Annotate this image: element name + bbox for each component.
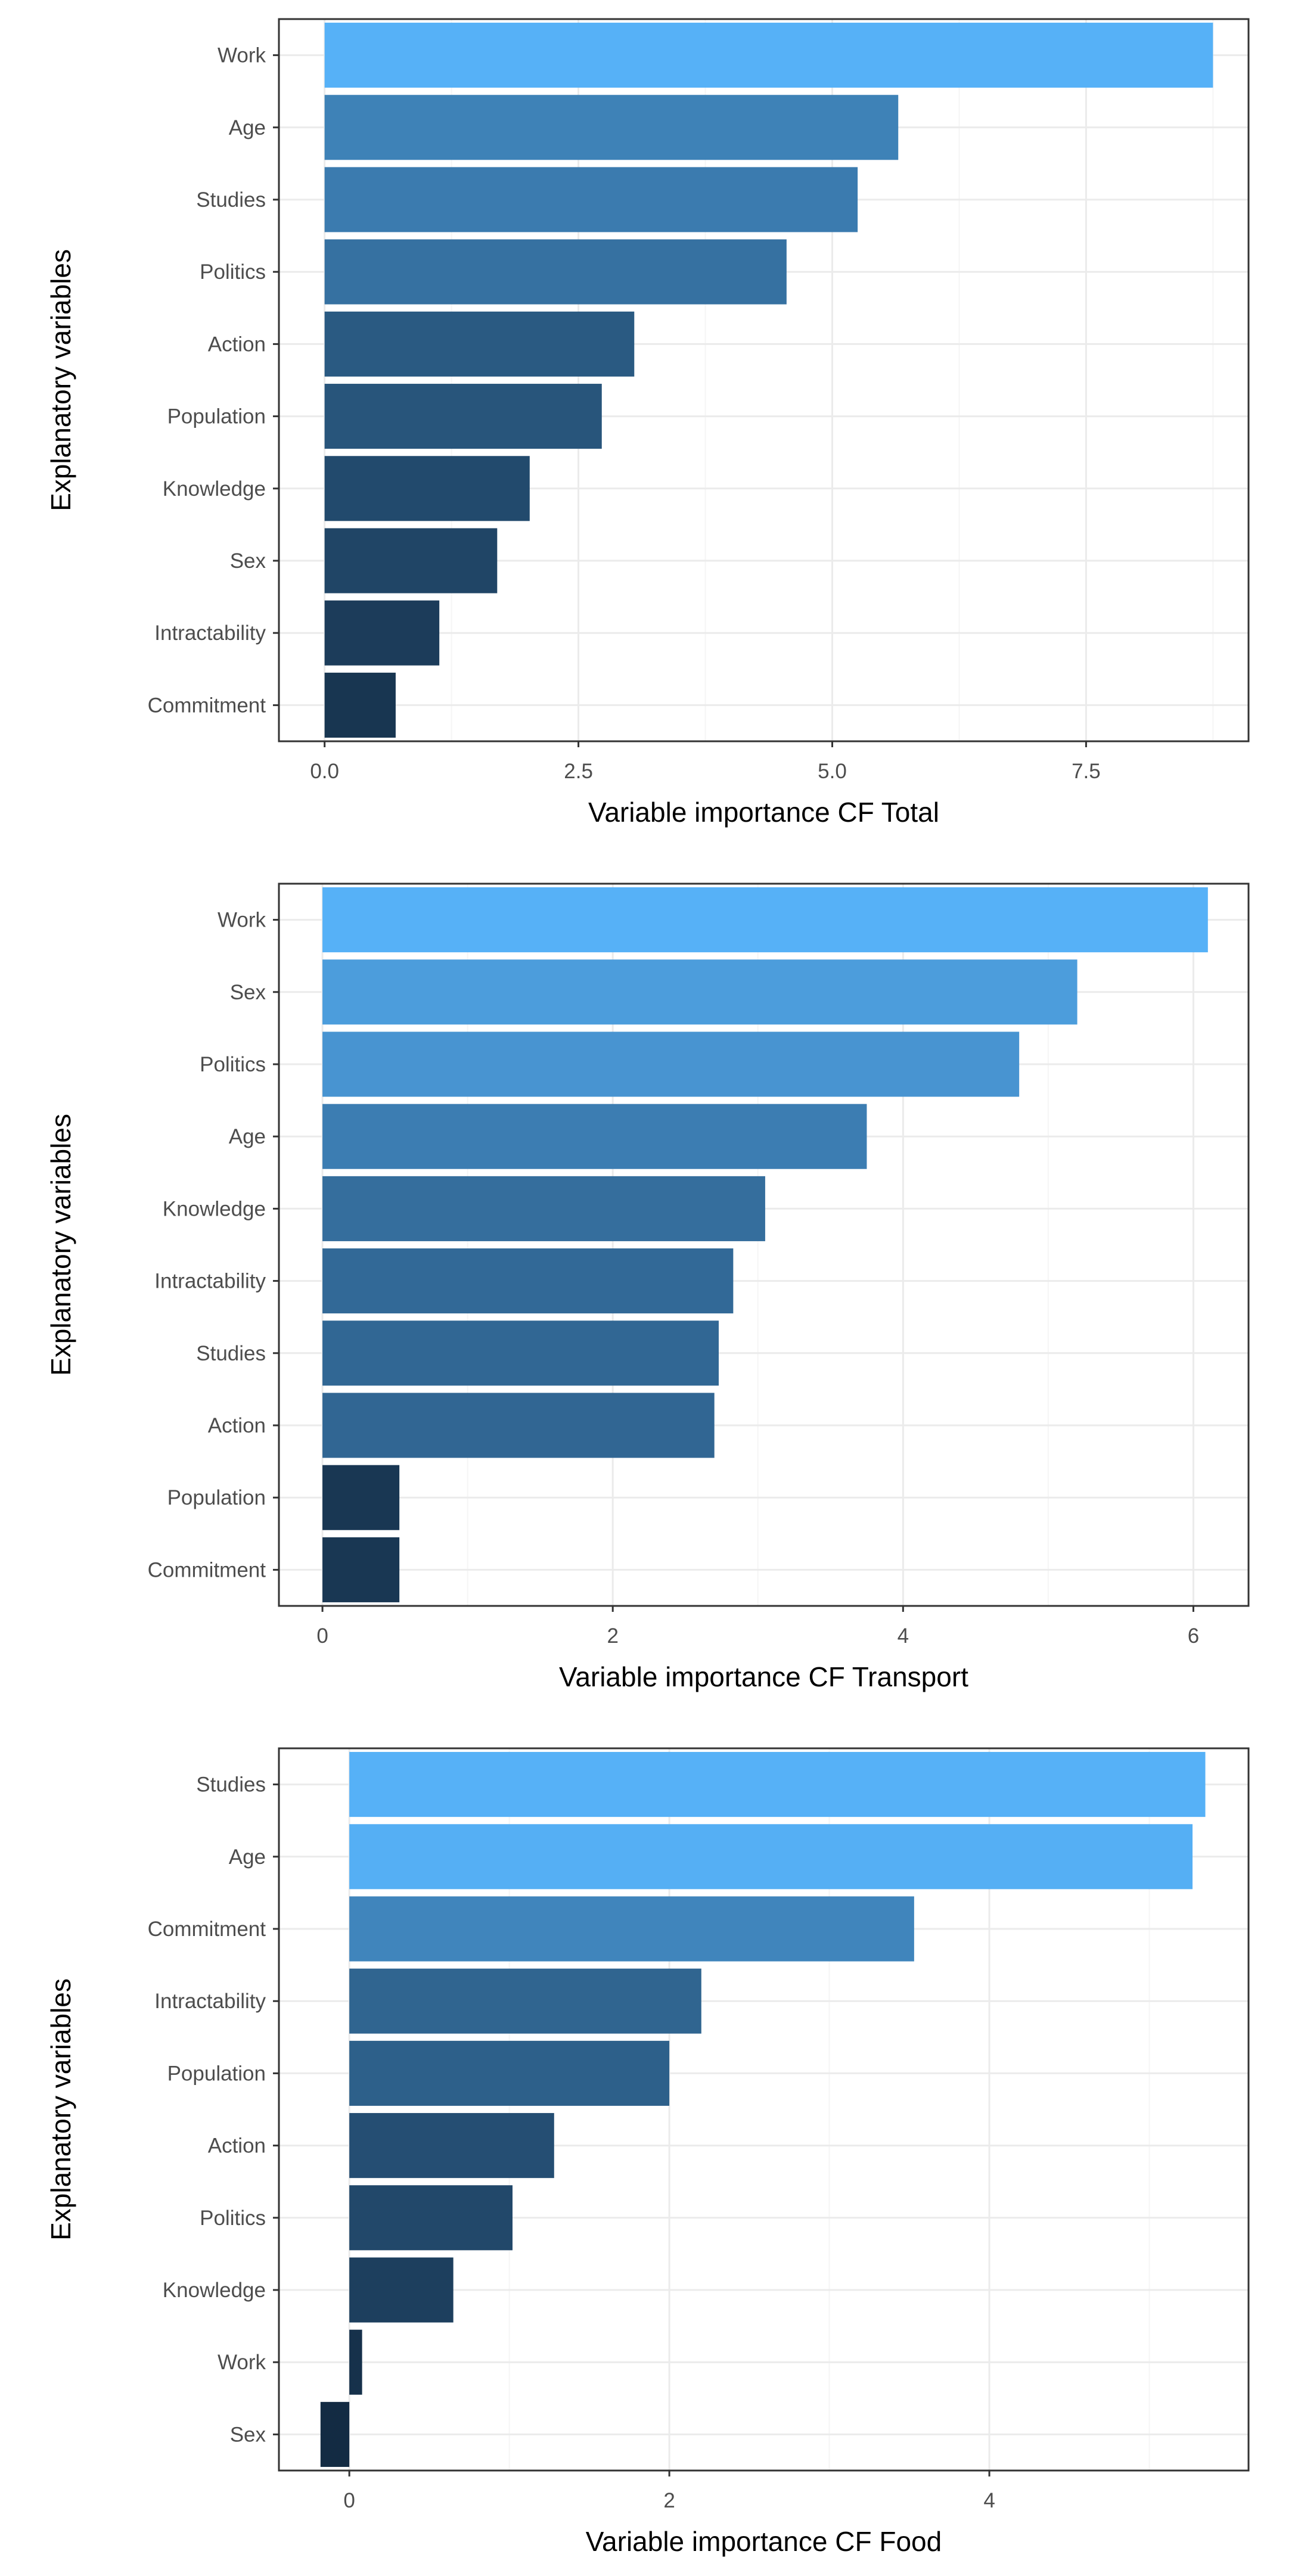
x-tick-label: 2	[663, 2489, 675, 2512]
bar-intractability	[322, 1248, 734, 1314]
y-tick-label: Knowledge	[163, 2279, 266, 2302]
y-tick-label: Intractability	[154, 1270, 266, 1293]
bar-action	[349, 2113, 554, 2179]
x-tick-label: 0.0	[310, 760, 339, 783]
y-tick-label: Politics	[200, 260, 266, 284]
y-tick-label: Sex	[230, 549, 266, 573]
y-tick-label: Age	[229, 1845, 266, 1869]
x-tick-label: 6	[1188, 1624, 1199, 1648]
y-tick-label: Studies	[196, 1773, 266, 1797]
y-tick-label: Knowledge	[163, 477, 266, 501]
bar-age	[324, 95, 899, 160]
y-tick-label: Work	[218, 44, 266, 67]
bar-age	[322, 1104, 867, 1169]
y-tick-label: Studies	[196, 1342, 266, 1365]
bar-sex	[322, 959, 1077, 1025]
bar-politics	[349, 2185, 513, 2251]
bar-work	[324, 23, 1213, 88]
panel-border	[278, 18, 1250, 742]
bar-action	[322, 1393, 715, 1458]
y-tick-label: Commitment	[148, 1918, 266, 1941]
bar-population	[324, 384, 602, 449]
bar-knowledge	[324, 456, 530, 521]
y-tick-label: Studies	[196, 188, 266, 212]
bar-studies	[349, 1752, 1206, 1817]
y-tick-label: Commitment	[148, 1558, 266, 1581]
bar-intractability	[349, 1968, 701, 2034]
bar-politics	[324, 239, 787, 304]
bar-sex	[324, 528, 498, 593]
x-tick-label: 2	[607, 1624, 618, 1648]
x-axis-title: Variable importance CF Food	[586, 2526, 942, 2557]
y-tick-label: Commitment	[148, 694, 266, 717]
panel-border	[278, 1747, 1250, 2472]
x-tick-label: 7.5	[1072, 760, 1101, 783]
x-tick-label: 5.0	[818, 760, 847, 783]
bar-knowledge	[322, 1176, 765, 1241]
y-tick-label: Politics	[200, 2207, 266, 2230]
bar-work	[322, 887, 1208, 953]
y-tick-label: Intractability	[154, 622, 266, 645]
bar-studies	[324, 167, 858, 232]
bar-knowledge	[349, 2257, 454, 2323]
x-tick-label: 0	[343, 2489, 355, 2512]
y-tick-label: Sex	[230, 981, 266, 1004]
bar-intractability	[324, 600, 440, 666]
y-tick-label: Action	[208, 2134, 266, 2158]
y-tick-label: Intractability	[154, 1990, 266, 2013]
x-tick-label: 2.5	[564, 760, 593, 783]
y-tick-label: Knowledge	[163, 1197, 266, 1220]
y-tick-label: Population	[167, 405, 266, 428]
bar-action	[324, 311, 635, 377]
bar-commitment	[349, 1896, 914, 1962]
y-tick-label: Work	[218, 909, 266, 932]
bar-politics	[322, 1031, 1020, 1097]
bar-commitment	[322, 1537, 400, 1602]
y-axis-title: Explanatory variables	[45, 1978, 76, 2241]
bar-sex	[320, 2401, 350, 2467]
bar-age	[349, 1824, 1193, 1890]
x-axis-title: Variable importance CF Total	[588, 797, 939, 828]
y-tick-label: Population	[167, 2062, 266, 2085]
bar-work	[349, 2329, 362, 2395]
y-tick-label: Work	[218, 2351, 266, 2374]
chart-panel-1: Work Age Studies Politics Action Population Kn…	[45, 18, 1250, 828]
chart-panel-3: Studies Age Commitment Intractability Popula…	[45, 1747, 1250, 2557]
bar-population	[322, 1465, 400, 1530]
bar-commitment	[324, 672, 396, 738]
y-tick-label: Action	[208, 1414, 266, 1437]
y-tick-label: Politics	[200, 1053, 266, 1076]
y-tick-label: Sex	[230, 2423, 266, 2446]
bar-studies	[322, 1320, 719, 1386]
bar-population	[349, 2040, 670, 2106]
x-tick-label: 0	[316, 1624, 328, 1648]
y-axis-title: Explanatory variables	[45, 249, 76, 511]
x-tick-label: 4	[983, 2489, 995, 2512]
panel-border	[278, 883, 1250, 1607]
x-axis-title: Variable importance CF Transport	[559, 1661, 968, 1692]
y-tick-label: Age	[229, 1125, 266, 1148]
y-axis-title: Explanatory variables	[45, 1114, 76, 1376]
y-tick-label: Action	[208, 333, 266, 356]
x-tick-label: 4	[898, 1624, 909, 1648]
chart-panel-2: Work Sex Politics Age Knowledge Intractabilit…	[45, 883, 1250, 1692]
y-tick-label: Age	[229, 116, 266, 139]
y-tick-label: Population	[167, 1486, 266, 1509]
